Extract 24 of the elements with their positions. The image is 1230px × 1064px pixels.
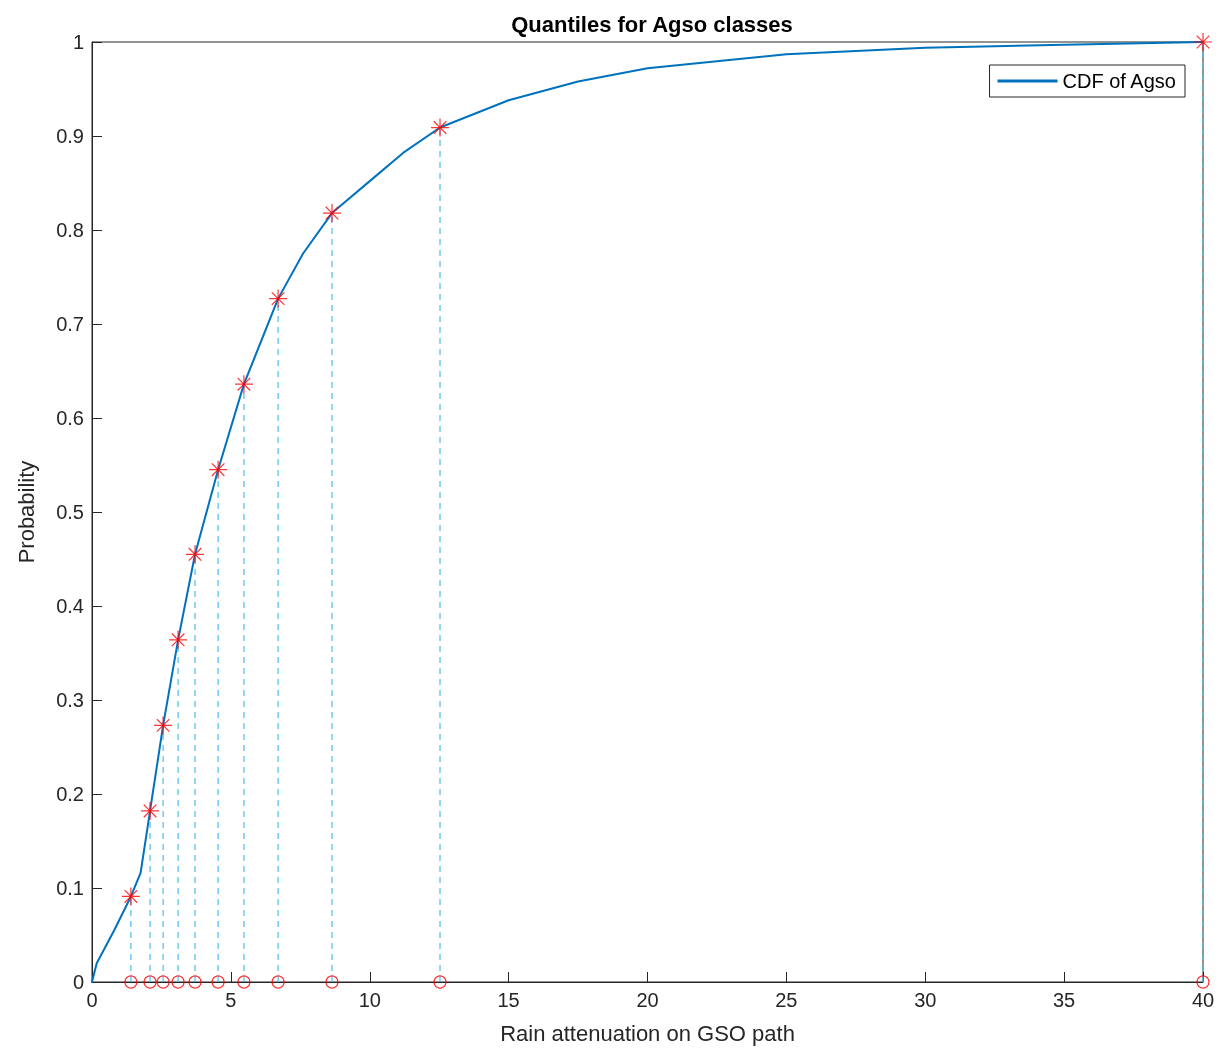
y-tick-label: 0.4 <box>56 595 84 617</box>
x-tick-label: 40 <box>1191 989 1215 1011</box>
y-axis-title: Probability <box>13 460 39 564</box>
y-tick-label: 0.6 <box>56 407 84 429</box>
y-tick-label: 0.5 <box>56 501 84 523</box>
x-axis-title: Rain attenuation on GSO path <box>500 1020 795 1046</box>
x-tick-label: 15 <box>497 989 520 1011</box>
x-tick-label: 30 <box>914 989 937 1011</box>
y-tick-label: 0.8 <box>56 219 84 241</box>
x-tick-label: 35 <box>1053 989 1076 1011</box>
x-tick-label: 10 <box>358 989 381 1011</box>
y-tick-label: 0.1 <box>56 877 84 899</box>
x-tick-label: 25 <box>775 989 798 1011</box>
y-tick-label: 1 <box>72 31 84 53</box>
y-tick-label: 0.2 <box>56 783 84 805</box>
legend-label: CDF of Agso <box>1062 70 1176 92</box>
x-tick-label: 0 <box>86 989 98 1011</box>
y-tick-label: 0.3 <box>56 689 84 711</box>
chart-title: Quantiles for Agso classes <box>511 11 793 37</box>
y-tick-label: 0.7 <box>56 313 84 335</box>
y-tick-label: 0.9 <box>56 125 84 147</box>
y-tick-label: 0 <box>72 971 84 993</box>
x-tick-label: 5 <box>225 989 237 1011</box>
x-tick-label: 20 <box>636 989 659 1011</box>
